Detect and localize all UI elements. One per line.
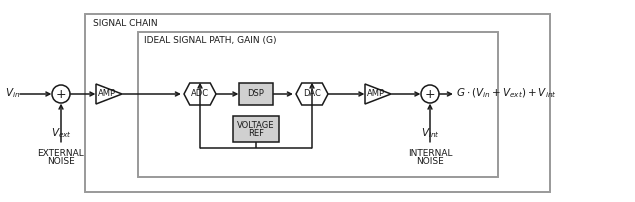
Bar <box>239 83 273 105</box>
Text: INTERNAL: INTERNAL <box>408 149 452 158</box>
Text: VOLTAGE: VOLTAGE <box>237 121 275 129</box>
Text: $V_{in}$: $V_{in}$ <box>5 86 20 100</box>
Text: DSP: DSP <box>248 89 264 99</box>
Text: ADC: ADC <box>191 89 209 99</box>
Text: NOISE: NOISE <box>416 157 444 166</box>
Text: AMP: AMP <box>98 89 116 99</box>
Bar <box>85 14 550 192</box>
Text: $V_{ext}$: $V_{ext}$ <box>51 126 72 140</box>
Text: NOISE: NOISE <box>47 157 75 166</box>
Text: AMP: AMP <box>367 89 385 99</box>
Text: +: + <box>425 87 436 101</box>
Text: $G \cdot (V_{in} + V_{ext}) + V_{int}$: $G \cdot (V_{in} + V_{ext}) + V_{int}$ <box>456 86 557 100</box>
Text: $V_{int}$: $V_{int}$ <box>420 126 439 140</box>
Bar <box>233 116 279 142</box>
Text: REF: REF <box>248 128 264 138</box>
Bar <box>138 32 498 177</box>
Text: +: + <box>56 87 66 101</box>
Text: SIGNAL CHAIN: SIGNAL CHAIN <box>93 19 157 28</box>
Text: IDEAL SIGNAL PATH, GAIN (G): IDEAL SIGNAL PATH, GAIN (G) <box>144 36 276 45</box>
Text: DAC: DAC <box>303 89 321 99</box>
Text: EXTERNAL: EXTERNAL <box>37 149 84 158</box>
